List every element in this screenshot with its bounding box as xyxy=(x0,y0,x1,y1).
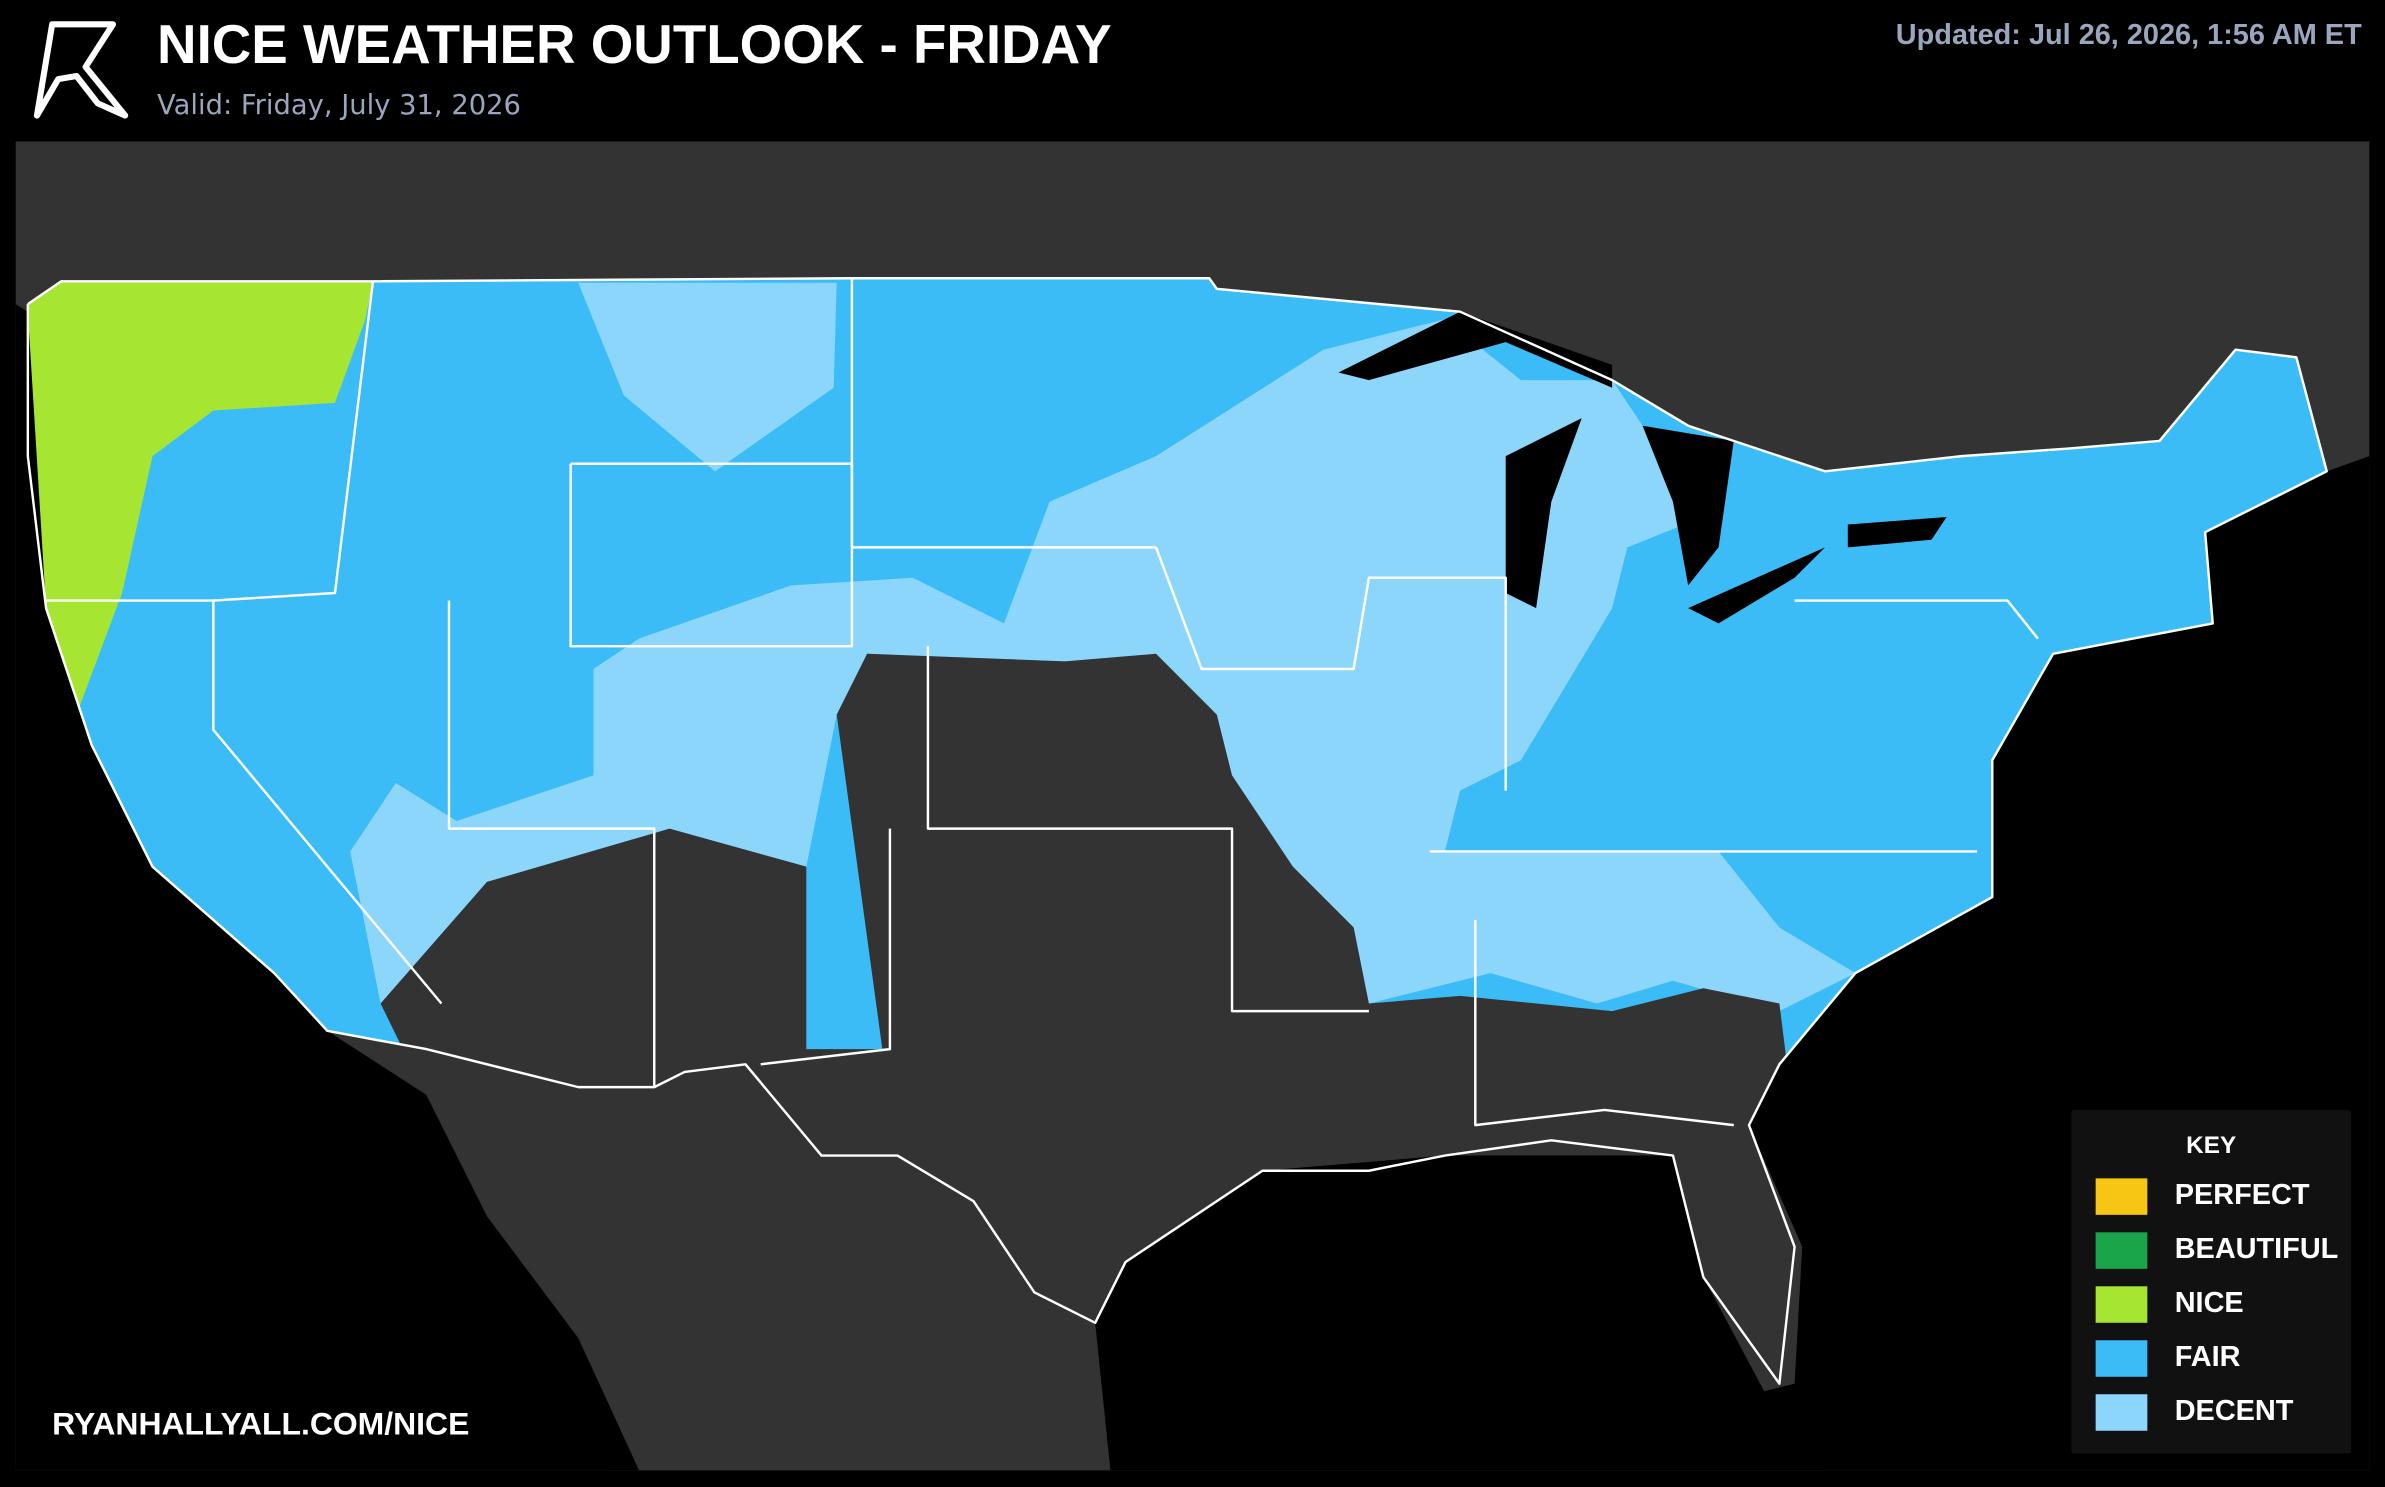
nice-region xyxy=(27,281,373,715)
title: NICE WEATHER OUTLOOK - FRIDAY xyxy=(157,13,1112,75)
ocean xyxy=(15,304,640,1471)
great-lakes xyxy=(1338,311,1947,624)
legend-title: KEY xyxy=(2186,1132,2236,1159)
updated-time: Updated: Jul 26, 2026, 1:56 AM ET xyxy=(1896,19,2362,51)
legend-swatch xyxy=(2095,1232,2148,1269)
footer-url[interactable]: RYANHALLYALL.COM/NICE xyxy=(52,1406,469,1442)
legend: KEY PERFECT BEAUTIFUL NICE FAIR DECENT xyxy=(2071,1109,2352,1454)
legend-label: DECENT xyxy=(2175,1395,2294,1427)
logo xyxy=(33,21,129,119)
legend-label: PERFECT xyxy=(2175,1179,2310,1211)
subtitle: Valid: Friday, July 31, 2026 xyxy=(157,90,521,121)
legend-label: FAIR xyxy=(2175,1341,2241,1373)
legend-label: BEAUTIFUL xyxy=(2175,1233,2339,1265)
decent-region xyxy=(350,319,1856,1012)
legend-label: NICE xyxy=(2175,1287,2244,1319)
legend-swatch xyxy=(2095,1394,2148,1431)
state-borders xyxy=(26,277,2328,1385)
ocean xyxy=(1095,456,2370,1471)
decent-region xyxy=(578,282,837,472)
map xyxy=(15,141,2370,1471)
legend-swatch xyxy=(2095,1340,2148,1377)
legend-swatch xyxy=(2095,1286,2148,1323)
legend-swatch xyxy=(2095,1178,2148,1215)
